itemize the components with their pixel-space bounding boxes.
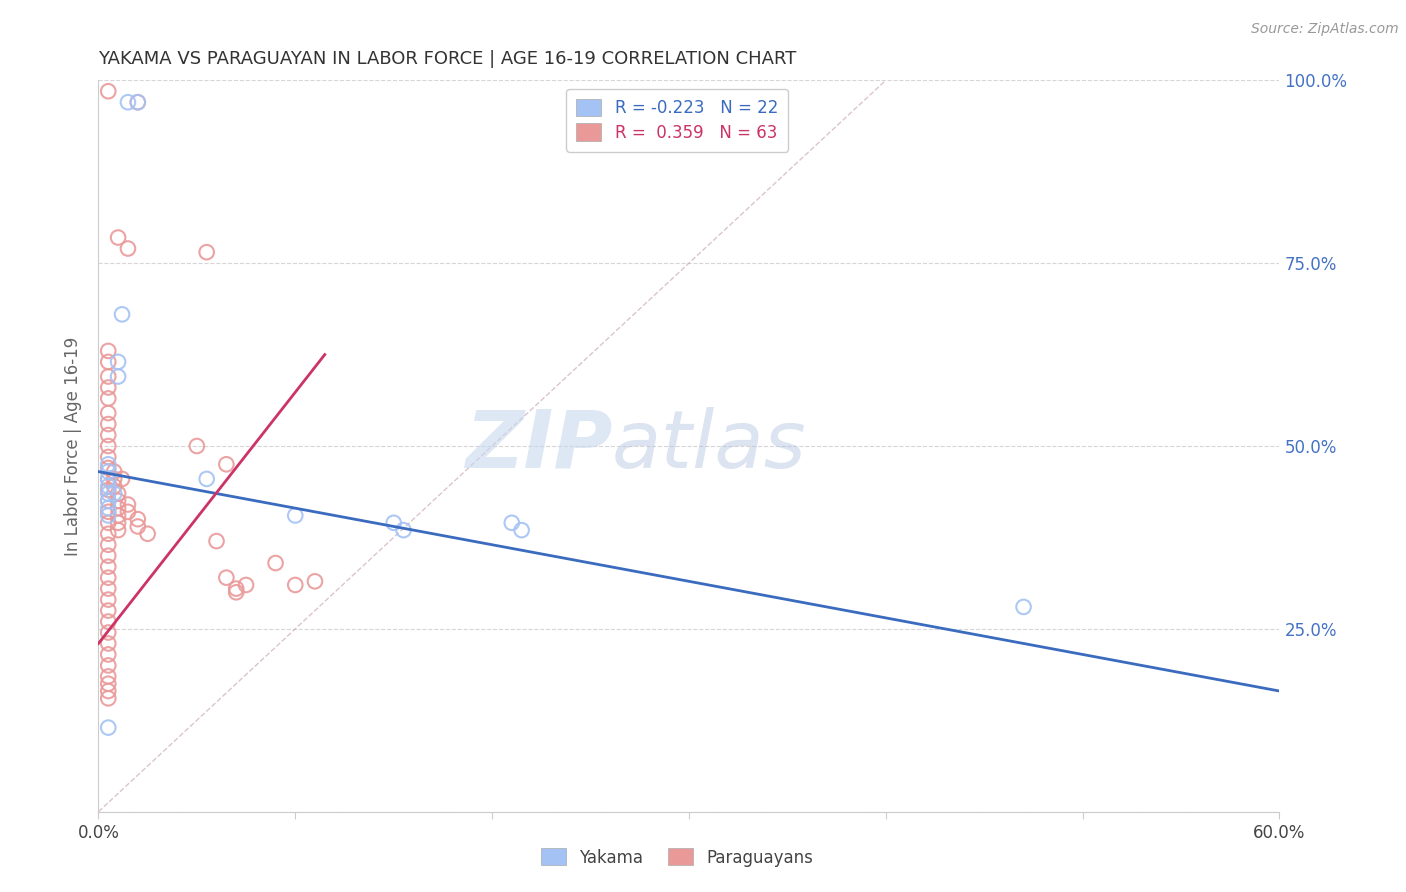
Point [97,369,120,384]
Point [304,574,326,589]
Point [111,307,134,321]
Point [215,457,238,471]
Point [127,95,149,110]
Point [127,519,149,533]
Point [127,512,149,526]
Point [284,578,307,592]
Point [107,355,129,369]
Point [103,486,125,500]
Point [117,242,139,256]
Point [195,472,218,486]
Y-axis label: In Labor Force | Age 16-19: In Labor Force | Age 16-19 [65,336,83,556]
Point [117,505,139,519]
Point [97,648,120,662]
Point [107,508,129,523]
Point [107,516,129,530]
Point [97,417,120,431]
Point [97,406,120,420]
Point [97,508,120,523]
Point [97,472,120,486]
Point [136,526,159,541]
Point [97,355,120,369]
Point [215,571,238,585]
Point [107,230,129,244]
Point [235,578,257,592]
Point [186,439,208,453]
Point [97,684,120,698]
Point [97,549,120,563]
Point [392,523,415,537]
Point [97,494,120,508]
Point [97,603,120,617]
Point [225,585,247,599]
Point [97,559,120,574]
Point [97,636,120,650]
Point [97,658,120,673]
Point [97,669,120,683]
Point [111,472,134,486]
Point [117,95,139,110]
Point [195,245,218,260]
Point [501,516,523,530]
Point [510,523,533,537]
Point [117,498,139,512]
Point [225,582,247,596]
Point [97,343,120,358]
Text: atlas: atlas [612,407,807,485]
Text: YAKAMA VS PARAGUAYAN IN LABOR FORCE | AGE 16-19 CORRELATION CHART: YAKAMA VS PARAGUAYAN IN LABOR FORCE | AG… [98,50,797,68]
Point [97,676,120,690]
Point [97,483,120,497]
Point [97,457,120,471]
Point [97,721,120,735]
Point [107,486,129,500]
Point [97,501,120,516]
Point [97,461,120,475]
Point [97,472,120,486]
Point [205,534,228,549]
Point [382,516,405,530]
Point [97,428,120,442]
Legend: Yakama, Paraguayans: Yakama, Paraguayans [531,838,824,877]
Point [127,95,149,110]
Point [97,582,120,596]
Point [103,472,125,486]
Point [97,615,120,629]
Point [103,479,125,493]
Point [97,465,120,479]
Point [97,439,120,453]
Point [264,556,287,570]
Point [97,486,120,500]
Point [284,508,307,523]
Point [97,392,120,406]
Point [107,369,129,384]
Point [97,526,120,541]
Point [1012,599,1035,614]
Point [97,625,120,640]
Point [97,479,120,493]
Text: Source: ZipAtlas.com: Source: ZipAtlas.com [1251,22,1399,37]
Point [97,380,120,394]
Point [97,538,120,552]
Point [107,494,129,508]
Point [97,84,120,98]
Point [97,691,120,706]
Point [97,571,120,585]
Point [97,494,120,508]
Point [107,523,129,537]
Point [97,516,120,530]
Point [97,592,120,607]
Point [97,505,120,519]
Point [97,450,120,464]
Point [107,501,129,516]
Point [103,465,125,479]
Text: ZIP: ZIP [465,407,612,485]
